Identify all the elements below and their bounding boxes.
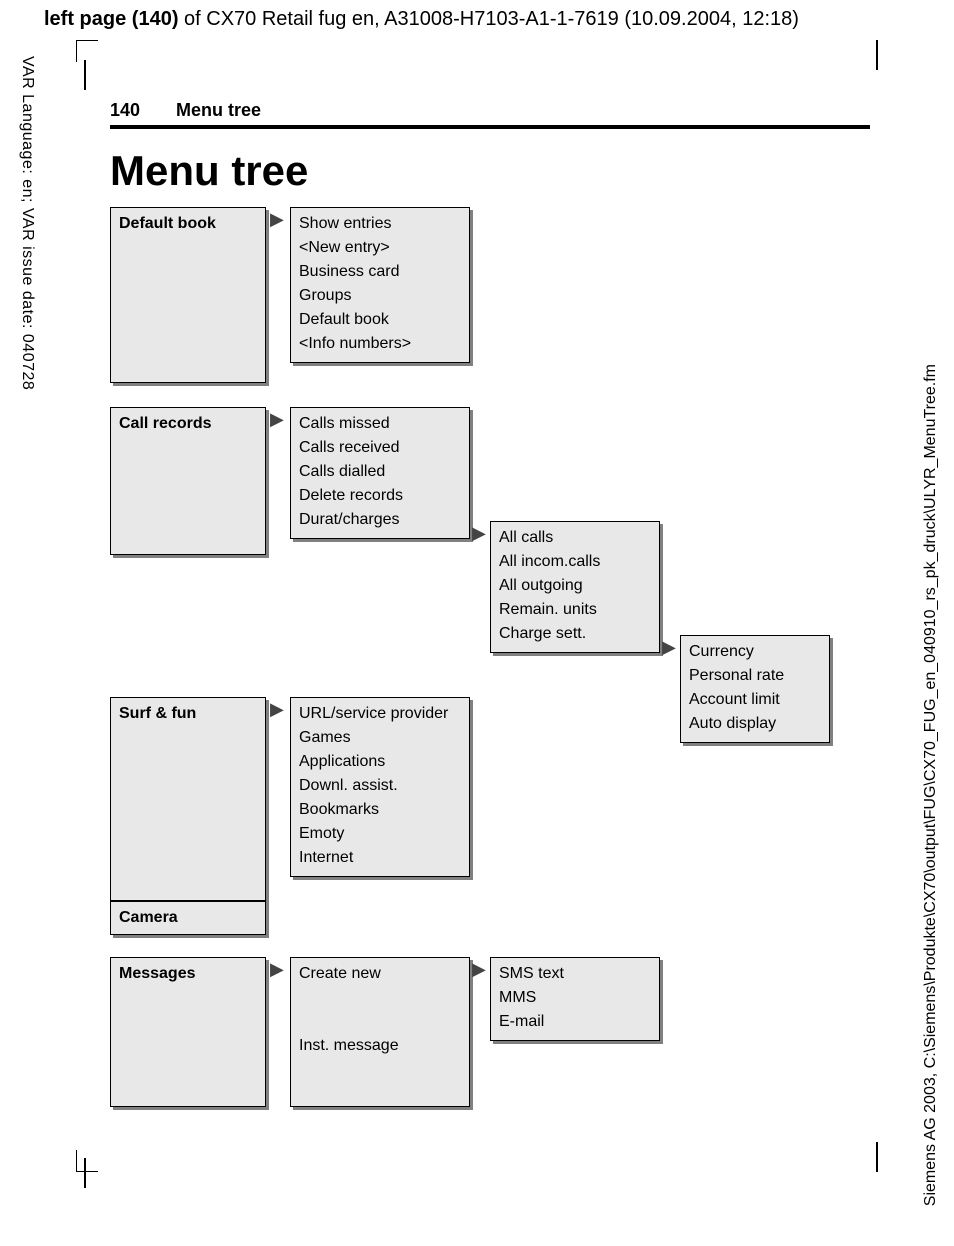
menu-item: Durat/charges bbox=[299, 508, 461, 532]
submenu-charge-sett: Currency Personal rate Account limit Aut… bbox=[680, 635, 830, 743]
menu-camera: Camera bbox=[110, 901, 266, 935]
arrow-icon: ▶ bbox=[270, 699, 284, 720]
menu-item: Default book bbox=[299, 308, 461, 332]
submenu-call-records: Calls missed Calls received Calls dialle… bbox=[290, 407, 470, 539]
submenu-create-new: SMS text MMS E-mail bbox=[490, 957, 660, 1041]
menu-item: Charge sett. bbox=[499, 622, 651, 646]
menu-surf-fun: Surf & fun bbox=[110, 697, 266, 901]
menu-item: Inst. message bbox=[299, 1034, 461, 1058]
menu-item: MMS bbox=[499, 986, 651, 1010]
menu-item: Bookmarks bbox=[299, 798, 461, 822]
menu-item: Applications bbox=[299, 750, 461, 774]
menu-item: Show entries bbox=[299, 212, 461, 236]
top-header-bold: left page (140) bbox=[44, 8, 178, 30]
arrow-icon: ▶ bbox=[270, 959, 284, 980]
menu-item: Personal rate bbox=[689, 664, 821, 688]
menu-item: Games bbox=[299, 726, 461, 750]
running-head: 140 Menu tree bbox=[110, 100, 870, 129]
menu-item: URL/service provider bbox=[299, 702, 461, 726]
menu-label: Call records bbox=[119, 412, 257, 436]
page-number: 140 bbox=[110, 100, 140, 121]
menu-default-book: Default book bbox=[110, 207, 266, 383]
menu-label: Surf & fun bbox=[119, 702, 257, 726]
menu-label: Messages bbox=[119, 962, 257, 986]
menu-item: Calls received bbox=[299, 436, 461, 460]
page-title: Menu tree bbox=[110, 147, 870, 195]
menu-item: Remain. units bbox=[499, 598, 651, 622]
menu-item: All incom.calls bbox=[499, 550, 651, 574]
page-content: 140 Menu tree Menu tree Default book ▶ S… bbox=[110, 100, 870, 207]
menu-item: All outgoing bbox=[499, 574, 651, 598]
menu-item: SMS text bbox=[499, 962, 651, 986]
submenu-durat-charges: All calls All incom.calls All outgoing R… bbox=[490, 521, 660, 653]
menu-item: Calls dialled bbox=[299, 460, 461, 484]
arrow-icon: ▶ bbox=[270, 209, 284, 230]
arrow-icon: ▶ bbox=[472, 523, 486, 544]
menu-item: Account limit bbox=[689, 688, 821, 712]
submenu-default-book: Show entries <New entry> Business card G… bbox=[290, 207, 470, 363]
menu-item: <New entry> bbox=[299, 236, 461, 260]
menu-label: Default book bbox=[119, 212, 257, 236]
menu-item: Groups bbox=[299, 284, 461, 308]
side-text-right: Siemens AG 2003, C:\Siemens\Produkte\CX7… bbox=[922, 364, 940, 1206]
menu-item: All calls bbox=[499, 526, 651, 550]
menu-item bbox=[299, 1010, 461, 1034]
section-title: Menu tree bbox=[176, 100, 261, 121]
menu-item: E-mail bbox=[499, 1010, 651, 1034]
menu-item: Create new bbox=[299, 962, 461, 986]
submenu-messages: Create new Inst. message bbox=[290, 957, 470, 1107]
submenu-surf-fun: URL/service provider Games Applications … bbox=[290, 697, 470, 877]
menu-item: Calls missed bbox=[299, 412, 461, 436]
crop-mark bbox=[876, 1142, 878, 1172]
side-text-left: VAR Language: en; VAR issue date: 040728 bbox=[18, 56, 36, 390]
arrow-icon: ▶ bbox=[270, 409, 284, 430]
crop-mark bbox=[76, 40, 98, 62]
top-header: left page (140) of CX70 Retail fug en, A… bbox=[0, 0, 954, 31]
menu-item: Downl. assist. bbox=[299, 774, 461, 798]
menu-item: <Info numbers> bbox=[299, 332, 461, 356]
menu-item bbox=[299, 986, 461, 1010]
crop-mark bbox=[84, 1158, 86, 1188]
menu-item: Business card bbox=[299, 260, 461, 284]
menu-item: Internet bbox=[299, 846, 461, 870]
crop-mark bbox=[76, 1150, 98, 1172]
menu-item: Delete records bbox=[299, 484, 461, 508]
arrow-icon: ▶ bbox=[472, 959, 486, 980]
menu-item: Auto display bbox=[689, 712, 821, 736]
menu-item: Currency bbox=[689, 640, 821, 664]
menu-messages: Messages bbox=[110, 957, 266, 1107]
menu-label: Camera bbox=[119, 906, 257, 930]
crop-mark bbox=[84, 60, 86, 90]
menu-call-records: Call records bbox=[110, 407, 266, 555]
crop-mark bbox=[876, 40, 878, 70]
arrow-icon: ▶ bbox=[662, 637, 676, 658]
menu-item: Emoty bbox=[299, 822, 461, 846]
top-header-rest: of CX70 Retail fug en, A31008-H7103-A1-1… bbox=[178, 8, 798, 30]
